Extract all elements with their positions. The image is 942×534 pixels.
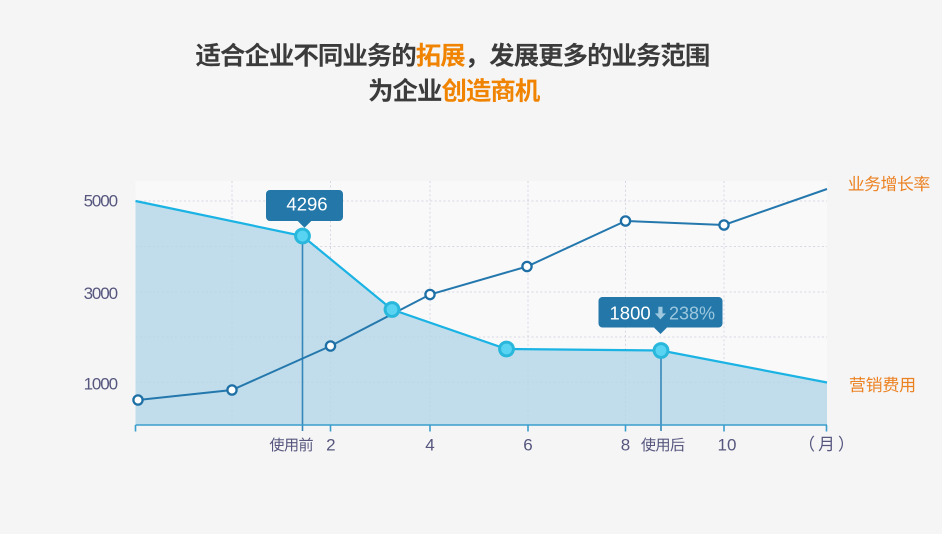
svg-text:6: 6 [523, 436, 532, 455]
svg-text:3000: 3000 [84, 284, 118, 303]
svg-text:1800: 1800 [610, 303, 651, 324]
svg-text:2: 2 [326, 436, 335, 455]
svg-text:1000: 1000 [84, 375, 118, 394]
svg-text:5000: 5000 [84, 191, 118, 210]
svg-text:8: 8 [621, 436, 630, 455]
svg-text:10: 10 [718, 436, 737, 455]
svg-text:4: 4 [425, 436, 434, 455]
svg-text:4296: 4296 [286, 194, 327, 215]
svg-text:238%: 238% [669, 304, 715, 324]
